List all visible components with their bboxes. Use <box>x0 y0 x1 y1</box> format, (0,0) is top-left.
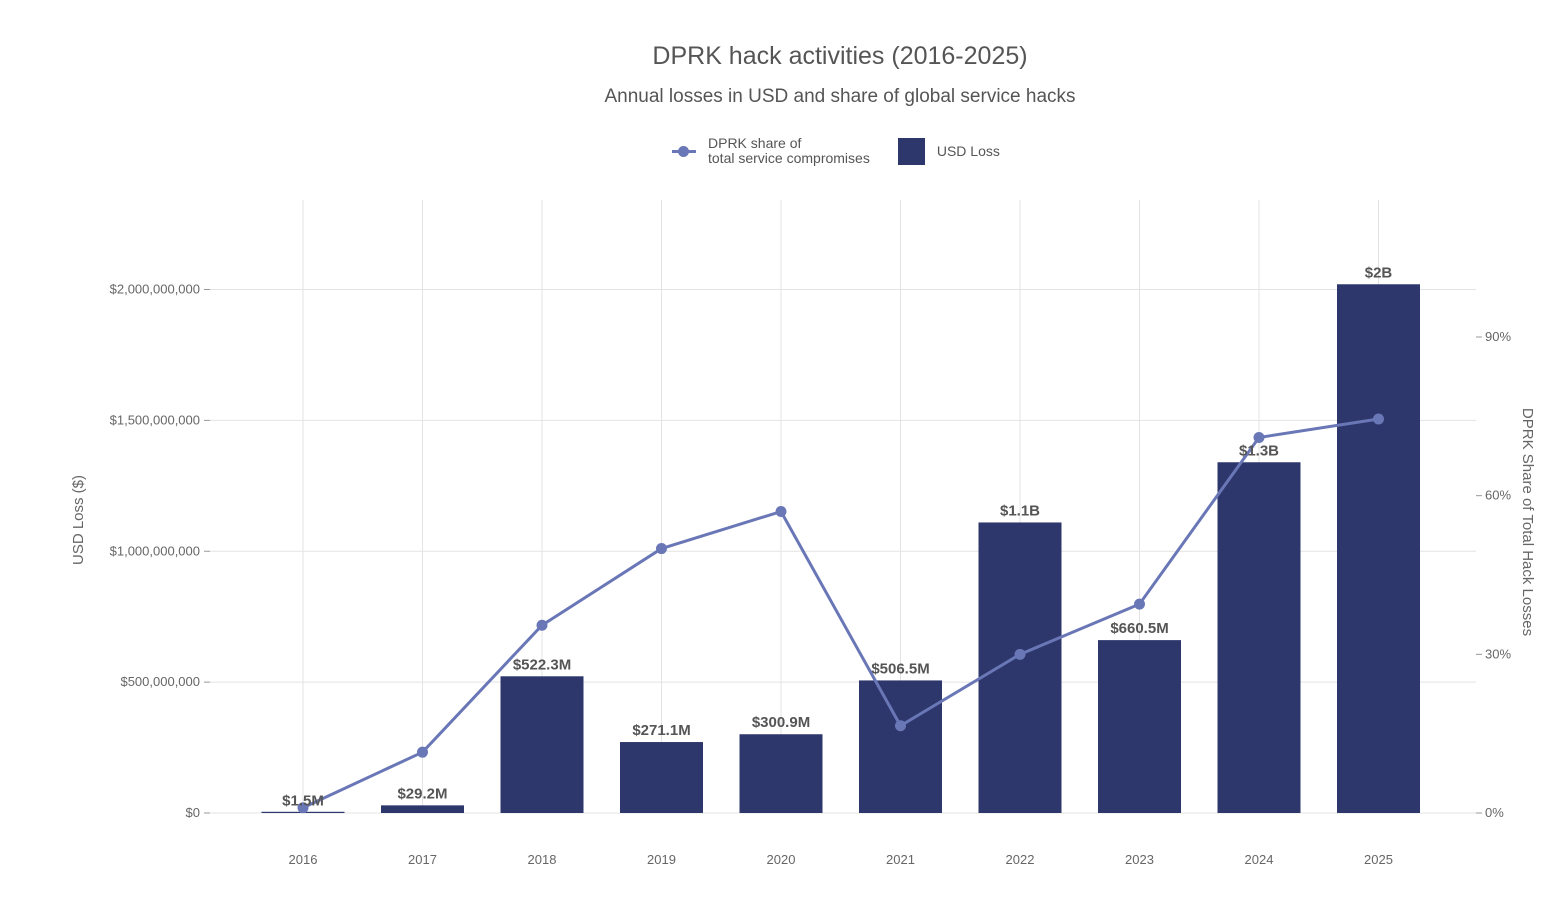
share-point-2016[interactable] <box>297 802 309 814</box>
bar-value-label: $522.3M <box>513 656 571 673</box>
bar-2024[interactable] <box>1217 462 1301 813</box>
y-tick-label: $1,500,000,000 <box>110 412 200 427</box>
legend-item-share[interactable]: DPRK share of total service compromises <box>672 136 870 166</box>
share-point-2024[interactable] <box>1253 431 1265 443</box>
bar-2017[interactable] <box>381 805 464 813</box>
share-point-2018[interactable] <box>536 619 548 631</box>
y2-tick-label: 30% <box>1485 646 1511 661</box>
bar-value-label: $660.5M <box>1110 620 1168 637</box>
bar-value-label: $29.2M <box>397 785 447 802</box>
x-tick-label: 2021 <box>886 852 915 867</box>
bars <box>261 284 1420 813</box>
share-point-2017[interactable] <box>417 746 428 758</box>
chart-subtitle: Annual losses in USD and share of global… <box>604 86 1076 107</box>
legend-item-usd-loss[interactable]: USD Loss <box>897 137 1000 165</box>
axes: $0 $500,000,000 $1,000,000,000 $1,500,000,0… <box>70 282 1536 868</box>
x-tick-label: 2016 <box>289 852 318 867</box>
bar-value-label: $1.3B <box>1239 442 1279 459</box>
y-tick-label: $0 <box>186 805 200 820</box>
share-point-2019[interactable] <box>656 543 667 555</box>
bar-value-label: $1.1B <box>1000 502 1040 519</box>
x-tick-label: 2023 <box>1125 852 1154 867</box>
y2-tick-label: 60% <box>1485 488 1511 503</box>
legend-share-label-line1: DPRK share of <box>708 135 802 151</box>
y2-tick-label: 90% <box>1485 329 1511 344</box>
bar-value-label: $1.5M <box>282 793 324 810</box>
y-tick-label: $1,000,000,000 <box>110 543 200 558</box>
x-tick-label: 2022 <box>1006 852 1035 867</box>
legend: DPRK share of total service compromises … <box>672 136 1028 166</box>
x-tick-label: 2020 <box>767 852 796 867</box>
bar-2021[interactable] <box>859 680 942 813</box>
y-tick-label: $2,000,000,000 <box>110 282 200 297</box>
y2-tick-label: 0% <box>1485 805 1504 820</box>
share-point-2020[interactable] <box>775 506 787 518</box>
x-tick-label: 2019 <box>647 852 676 867</box>
bar-2018[interactable] <box>500 676 584 813</box>
bar-2023[interactable] <box>1098 640 1181 813</box>
legend-bar-swatch-icon <box>897 137 925 165</box>
share-point-2021[interactable] <box>895 720 906 732</box>
bar-2019[interactable] <box>620 742 703 813</box>
y2-axis-title: DPRK Share of Total Hack Losses <box>1519 408 1536 636</box>
share-point-2023[interactable] <box>1134 598 1145 610</box>
y-axis-title: USD Loss ($) <box>70 475 87 565</box>
bar-labels: $1.5M $29.2M $522.3M $271.1M $300.9M $506.5M $… <box>282 264 1392 809</box>
bar-value-label: $2B <box>1365 264 1393 281</box>
legend-usd-loss-label: USD Loss <box>936 143 1000 159</box>
y-tick-label: $500,000,000 <box>120 674 200 689</box>
x-tick-label: 2017 <box>408 852 437 867</box>
x-tick-label: 2025 <box>1364 852 1393 867</box>
bar-value-label: $300.9M <box>752 714 810 731</box>
bar-value-label: $506.5M <box>871 660 929 677</box>
bar-2025[interactable] <box>1337 284 1420 813</box>
share-point-2022[interactable] <box>1014 648 1026 660</box>
share-point-2025[interactable] <box>1373 413 1384 425</box>
legend-line-marker-icon <box>672 145 696 157</box>
share-line <box>297 413 1384 814</box>
x-tick-label: 2018 <box>528 852 557 867</box>
bar-2022[interactable] <box>978 522 1062 813</box>
x-tick-label: 2024 <box>1245 852 1274 867</box>
legend-share-label-line2: total service compromises <box>708 150 870 166</box>
chart-title: DPRK hack activities (2016-2025) <box>652 42 1028 70</box>
bar-value-label: $271.1M <box>632 722 690 739</box>
bar-2020[interactable] <box>739 734 823 813</box>
share-polyline <box>302 417 1379 810</box>
